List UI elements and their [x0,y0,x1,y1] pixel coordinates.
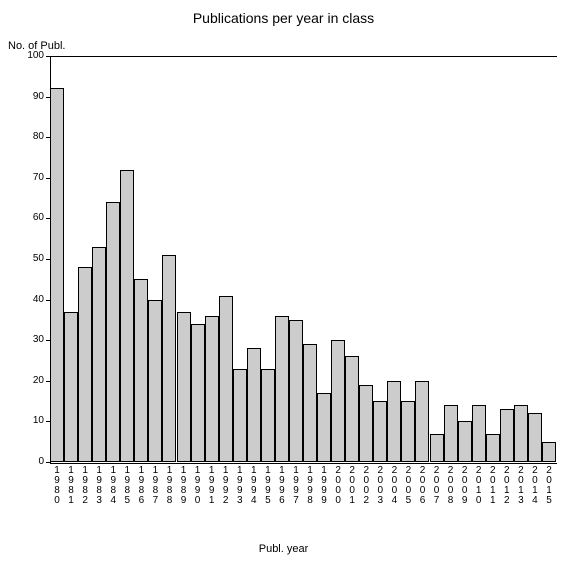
x-tick-label: 2010 [475,466,483,506]
bar [275,316,289,462]
x-tick-label: 1989 [180,466,188,506]
bar [50,88,64,462]
bar [177,312,191,462]
x-tick-label: 1991 [208,466,216,506]
bar [359,385,373,462]
x-tick-label: 2005 [404,466,412,506]
x-tick-label: 2007 [433,466,441,506]
x-tick-label: 2002 [362,466,370,506]
bar [106,202,120,462]
x-tick-label: 2012 [503,466,511,506]
x-tick-label: 2014 [531,466,539,506]
bar [289,320,303,462]
y-tick-label: 0 [14,456,44,467]
bar [233,369,247,462]
x-tick-label: 1987 [151,466,159,506]
y-tick-label: 70 [14,172,44,183]
y-tick-label: 40 [14,294,44,305]
y-tick-label: 60 [14,212,44,223]
x-tick-label: 1993 [236,466,244,506]
bar [331,340,345,462]
x-tick-label: 2013 [517,466,525,506]
y-tick-mark [46,462,50,463]
bar [401,401,415,462]
x-tick-label: 1985 [123,466,131,506]
y-tick-label: 30 [14,334,44,345]
bar [219,296,233,462]
bar [92,247,106,462]
x-tick-label: 1992 [222,466,230,506]
bar [444,405,458,462]
bar [345,356,359,462]
x-tick-label: 1988 [165,466,173,506]
x-tick-label: 1998 [306,466,314,506]
x-tick-label: 2006 [418,466,426,506]
x-tick-label: 1982 [81,466,89,506]
bar [486,434,500,462]
y-tick-label: 20 [14,375,44,386]
x-tick-label: 1990 [194,466,202,506]
x-tick-label: 1997 [292,466,300,506]
bar [78,267,92,462]
bar [162,255,176,462]
x-tick-label: 1994 [250,466,258,506]
x-tick-label: 2009 [461,466,469,506]
bar [458,421,472,462]
bar [472,405,486,462]
x-tick-label: 2008 [447,466,455,506]
x-tick-label: 2004 [390,466,398,506]
chart-container: Publications per year in class No. of Pu… [0,0,567,567]
x-tick-label: 2000 [334,466,342,506]
y-tick-mark [46,56,50,57]
bar [542,442,556,462]
bar [415,381,429,462]
y-tick-label: 90 [14,91,44,102]
y-tick-label: 50 [14,253,44,264]
x-tick-label: 1980 [53,466,61,506]
bar [261,369,275,462]
x-tick-label: 2003 [376,466,384,506]
x-tick-label: 2015 [545,466,553,506]
bar [191,324,205,462]
bar [205,316,219,462]
bar [247,348,261,462]
bar [148,300,162,462]
bar [64,312,78,462]
bar [514,405,528,462]
bar [528,413,542,462]
x-tick-label: 2011 [489,466,497,506]
bar [120,170,134,462]
x-tick-label: 2001 [348,466,356,506]
chart-title: Publications per year in class [0,10,567,26]
x-axis-title: Publ. year [0,543,567,555]
x-tick-label: 1995 [264,466,272,506]
bar [303,344,317,462]
bar [430,434,444,462]
x-tick-label: 1986 [137,466,145,506]
x-tick-label: 1996 [278,466,286,506]
bar [373,401,387,462]
bar [500,409,514,462]
bar [134,279,148,462]
y-tick-label: 80 [14,131,44,142]
bar [387,381,401,462]
x-tick-label: 1984 [109,466,117,506]
bar [317,393,331,462]
x-tick-label: 1983 [95,466,103,506]
y-tick-label: 10 [14,415,44,426]
x-tick-label: 1999 [320,466,328,506]
y-tick-label: 100 [14,50,44,61]
x-tick-label: 1981 [67,466,75,506]
